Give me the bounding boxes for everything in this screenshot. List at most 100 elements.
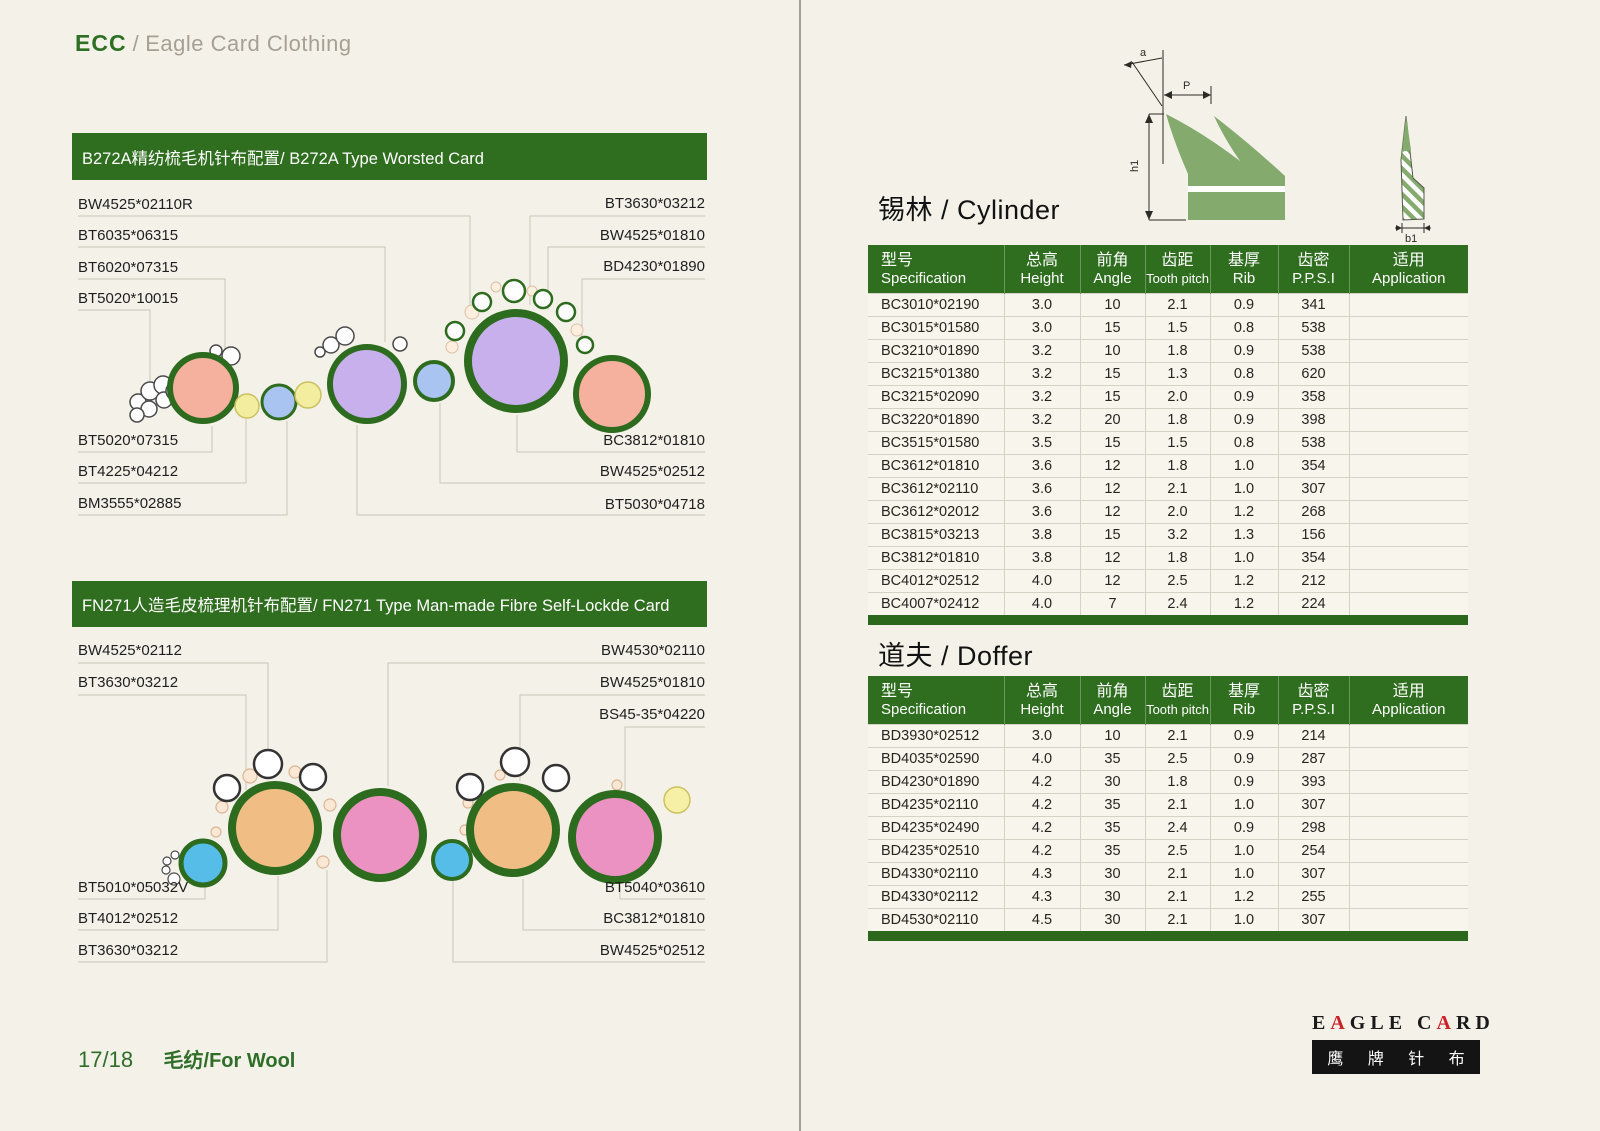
table-cell: 4.3 [1004,885,1081,909]
table-cell: 255 [1278,885,1350,909]
table-cell: 1.2 [1210,500,1279,524]
part-label: BM3555*02885 [78,495,182,512]
doffer-table-footer-bar [868,931,1468,941]
table-cell: BD4230*01890 [868,770,1005,794]
table-cell: 3.5 [1004,431,1081,455]
part-label: BT3630*03212 [78,674,179,691]
table-cell [1349,385,1468,409]
table-cell: 0.9 [1210,747,1279,771]
table-cell: 15 [1080,316,1146,340]
cylinder-section-title: 锡林 / Cylinder [878,195,1061,225]
table-cell: 3.2 [1004,408,1081,432]
table-cell [1349,747,1468,771]
table-cell: 1.3 [1145,362,1211,386]
table-cell [1349,339,1468,363]
part-label: BW4525*02112 [78,642,182,659]
table-cell [1349,816,1468,840]
table-cell: 2.5 [1145,839,1211,863]
table-cell: 358 [1278,385,1350,409]
doffer-table: 型号 Specification 总高 Height 前角 Angle 齿距 Tooth… [868,676,1468,931]
table-cell: 0.9 [1210,293,1279,317]
page-number: 17/18 [78,1047,134,1072]
table-cell: BC3015*01580 [868,316,1005,340]
table-cell: 0.9 [1210,724,1279,748]
table-cell: 1.8 [1145,546,1211,570]
table-cell [1349,316,1468,340]
table-cell: 2.4 [1145,592,1211,615]
table-cell: 4.2 [1004,793,1081,817]
table-cell: 2.1 [1145,862,1211,886]
table-cell: 254 [1278,839,1350,863]
table-cell: BD4035*02590 [868,747,1005,771]
part-label: BW4525*02110R [78,196,193,213]
part-label: BD4230*01890 [603,258,705,275]
table-row: BD4230*01890 4.2 30 1.8 0.9 393 [868,770,1468,794]
table-row: BD4330*02110 4.3 30 2.1 1.0 307 [868,862,1468,886]
page-footer: 17/18 毛纺/For Wool [78,1044,295,1073]
brand-subtitle: Eagle Card Clothing [145,31,352,56]
table-cell: 0.8 [1210,431,1279,455]
table-cell: 1.8 [1145,408,1211,432]
table-cell [1349,793,1468,817]
table-cell: 3.8 [1004,546,1081,570]
col-height: 总高 Height [1004,676,1081,725]
part-label: BT5030*04718 [604,496,705,513]
table-row: BD3930*02512 3.0 10 2.1 0.9 214 [868,724,1468,748]
table-row: BD4235*02110 4.2 35 2.1 1.0 307 [868,793,1468,817]
part-label: BW4530*02110 [601,642,705,659]
table-row: BC3210*01890 3.2 10 1.8 0.9 538 [868,339,1468,363]
table-cell: 1.0 [1210,862,1279,886]
table-cell: 15 [1080,385,1146,409]
banner-fn271: FN271人造毛皮梳理机针布配置/ FN271 Type Man-made Fi… [72,581,707,627]
table-cell: 3.2 [1004,362,1081,386]
table-row: BC4012*02512 4.0 12 2.5 1.2 212 [868,569,1468,593]
table-cell: 2.1 [1145,293,1211,317]
table-cell [1349,885,1468,909]
table-cell [1349,523,1468,547]
table-cell: 35 [1080,793,1146,817]
col-application: 适用 Application [1349,676,1468,725]
table-row: BC3015*01580 3.0 15 1.5 0.8 538 [868,316,1468,340]
part-label: BT6020*07315 [78,259,179,276]
table-cell: 212 [1278,569,1350,593]
part-label: BW4525*01810 [599,674,705,691]
col-application: 适用 Application [1349,245,1468,294]
table-cell: BC3515*01580 [868,431,1005,455]
cylinder-table-footer-bar [868,615,1468,625]
table-cell: 0.9 [1210,339,1279,363]
table-cell: BC3010*02190 [868,293,1005,317]
table-cell: 0.9 [1210,408,1279,432]
table-cell: 4.2 [1004,816,1081,840]
table-cell: 30 [1080,885,1146,909]
table-cell: BC3612*02012 [868,500,1005,524]
diagram1-main-rollers [167,309,651,433]
part-label: BW4525*01810 [599,227,705,244]
table-cell: 214 [1278,724,1350,748]
table-cell: 287 [1278,747,1350,771]
brand-separator: / [132,31,140,56]
table-cell: 2.0 [1145,500,1211,524]
table-cell: BC3210*01890 [868,339,1005,363]
table-cell: 3.6 [1004,454,1081,478]
table-cell: 0.9 [1210,816,1279,840]
part-label: BC3812*01810 [603,432,705,449]
table-cell: 2.1 [1145,724,1211,748]
col-height: 总高 Height [1004,245,1081,294]
part-label: BT4012*02512 [78,910,179,927]
table-cell [1349,770,1468,794]
table-cell: 2.0 [1145,385,1211,409]
table-cell: 30 [1080,908,1146,931]
part-label: BT5020*07315 [78,432,179,449]
table-cell: 4.0 [1004,747,1081,771]
table-cell: 1.0 [1210,839,1279,863]
table-cell: BD4235*02490 [868,816,1005,840]
table-cell [1349,500,1468,524]
table-cell: 398 [1278,408,1350,432]
table-cell: 10 [1080,293,1146,317]
table-cell: 1.5 [1145,316,1211,340]
table-cell: 4.0 [1004,592,1081,615]
cylinder-table: 型号 Specification 总高 Height 前角 Angle 齿距 Tooth… [868,245,1468,615]
table-cell: 2.1 [1145,793,1211,817]
table-cell: BD4235*02110 [868,793,1005,817]
